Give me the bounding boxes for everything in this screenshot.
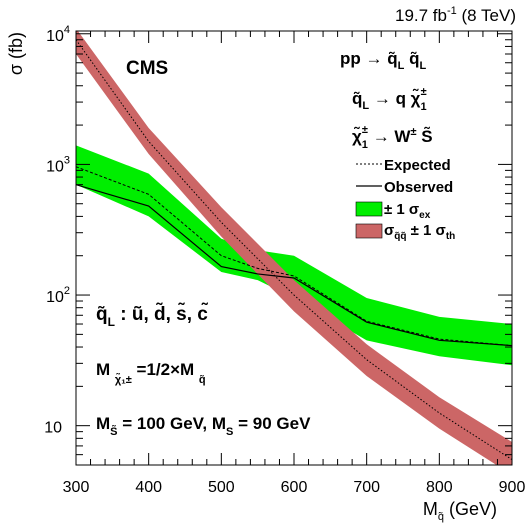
y-tick-label: 10 bbox=[44, 420, 62, 437]
exp-uncertainty-band bbox=[76, 145, 512, 366]
y-tick-label: 102 bbox=[46, 285, 70, 306]
annotation-mass-relation: M χ̃₁± =1/2×M q̃ bbox=[96, 360, 206, 386]
legend-exp-band-label: ± 1 σex bbox=[384, 201, 431, 221]
y-tick-label: 104 bbox=[46, 24, 70, 45]
annotation-singlino-masses: MS̃ = 100 GeV, MS = 90 GeV bbox=[96, 414, 311, 438]
process-line-3: χ̃1± → W± S̃ bbox=[352, 124, 433, 151]
axis-tick-labels: 300 400 500 600 700 800 900 10 102 103 104 bbox=[44, 24, 525, 496]
annotation-squark-flavours: q̃L : ũ, d̃, s̃, c̃ bbox=[96, 302, 208, 329]
legend-th-band-label: σq̃q̃ ± 1 σth bbox=[384, 222, 455, 242]
plot-frame bbox=[75, 30, 513, 466]
legend-exp-band-swatch bbox=[355, 201, 383, 217]
process-line-2: q̃L → q χ̃1± bbox=[352, 86, 427, 113]
lines-layer bbox=[76, 39, 512, 461]
legend-expected-label: Expected bbox=[384, 157, 451, 174]
x-tick-label: 700 bbox=[353, 479, 380, 496]
x-tick-label: 300 bbox=[63, 479, 90, 496]
y-axis-title: σ (fb) bbox=[6, 32, 26, 75]
expected-limit-line bbox=[76, 166, 512, 347]
experiment-label: CMS bbox=[126, 58, 168, 79]
legend-observed-label: Observed bbox=[384, 179, 453, 196]
x-tick-label: 600 bbox=[281, 479, 308, 496]
legend: Expected Observed ± 1 σex σq̃q̃ ± 1 σth bbox=[355, 157, 455, 242]
theory-central-line bbox=[76, 39, 512, 461]
theory-cross-section-band bbox=[76, 31, 512, 465]
process-line-1: pp → q̃L q̃L bbox=[340, 49, 426, 72]
x-tick-label: 500 bbox=[208, 479, 235, 496]
observed-limit-line bbox=[76, 184, 512, 347]
axis-ticks bbox=[75, 31, 513, 466]
x-axis-title: Mq̃ (GeV) bbox=[423, 499, 497, 523]
x-tick-label: 800 bbox=[426, 479, 453, 496]
x-tick-label: 900 bbox=[499, 479, 526, 496]
legend-th-band-swatch bbox=[355, 223, 383, 239]
luminosity-label: 19.7 fb-1 (8 TeV) bbox=[395, 5, 516, 25]
x-tick-label: 400 bbox=[135, 479, 162, 496]
y-tick-label: 103 bbox=[46, 154, 70, 175]
bands-layer bbox=[76, 31, 512, 465]
